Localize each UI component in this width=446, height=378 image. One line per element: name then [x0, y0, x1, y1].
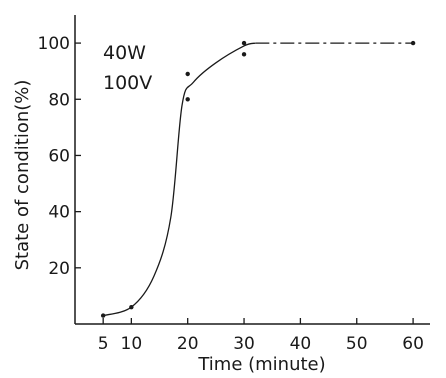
series-curve [103, 42, 256, 317]
data-point-5 [241, 52, 247, 57]
y-tick-label-80: 80 [48, 90, 70, 110]
data-point-4 [241, 40, 247, 46]
axes [74, 15, 430, 325]
y-tick-label-60: 60 [48, 146, 70, 166]
x-tick-label-20: 20 [177, 334, 199, 354]
tick-labels: 20 40 60 80 100 5 10 20 30 40 50 60 [38, 34, 424, 354]
data-point-3 [185, 97, 190, 102]
y-axis-label: State of condition(%) [12, 80, 33, 271]
x-tick-label-40: 40 [290, 334, 312, 354]
y-tick-label-100: 100 [38, 34, 70, 54]
y-tick-label-40: 40 [48, 203, 70, 223]
x-tick-label-60: 60 [402, 334, 424, 354]
series [103, 42, 414, 317]
data-point-2 [185, 71, 190, 77]
data-point-0 [100, 313, 106, 318]
annotation-power: 40W [103, 42, 146, 64]
x-axis-label: Time (minute) [197, 354, 325, 375]
x-tick-label-30: 30 [233, 334, 255, 354]
x-tick-label-5: 5 [98, 334, 109, 354]
x-tick-label-10: 10 [121, 334, 143, 354]
y-tick-label-20: 20 [48, 259, 70, 279]
x-tick-label-50: 50 [346, 334, 368, 354]
ticks [75, 42, 414, 324]
points [100, 40, 416, 318]
data-point-1 [129, 304, 134, 310]
data-point-6 [410, 40, 416, 46]
annotation-voltage: 100V [103, 72, 152, 94]
